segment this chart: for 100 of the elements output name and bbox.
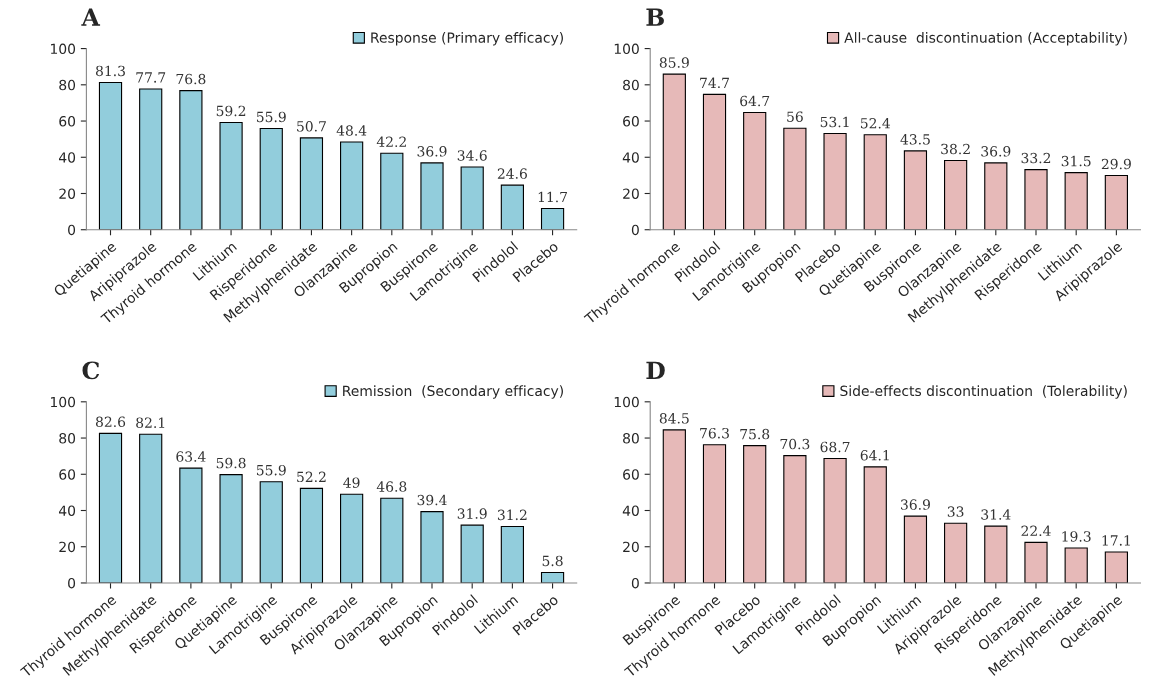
data-label: 63.4 xyxy=(176,451,206,462)
bar xyxy=(299,137,324,230)
chart-title: C xyxy=(82,361,100,380)
bar xyxy=(783,455,807,583)
data-label: 36.9 xyxy=(417,146,447,157)
data-label: 52.2 xyxy=(297,471,326,483)
bar xyxy=(340,493,364,583)
bar xyxy=(702,93,727,230)
bar xyxy=(662,73,686,230)
y-tick-label: 0 xyxy=(631,224,639,236)
chart-title: B xyxy=(646,8,664,26)
data-label: 64.1 xyxy=(860,450,889,461)
bar xyxy=(702,444,727,583)
bar xyxy=(500,525,524,583)
data-label: 11.7 xyxy=(538,191,568,203)
legend-label: All-cause discontinuation (Acceptability) xyxy=(844,32,1127,46)
data-label: 85.9 xyxy=(659,57,689,68)
bar xyxy=(944,522,968,583)
legend-label: Response (Primary efficacy) xyxy=(371,32,563,46)
data-label: 53.1 xyxy=(820,116,849,128)
data-label: 19.3 xyxy=(1062,531,1091,542)
data-label: 33 xyxy=(947,506,964,517)
y-tick-label: 20 xyxy=(59,188,76,199)
bar xyxy=(863,134,887,230)
data-label: 42.2 xyxy=(376,136,406,147)
data-label: 31.5 xyxy=(1061,155,1091,167)
data-label: 24.6 xyxy=(497,168,527,179)
y-tick-label: 80 xyxy=(59,79,76,91)
y-tick-label: 20 xyxy=(59,541,76,553)
y-tick-label: 100 xyxy=(614,396,639,408)
data-label: 49 xyxy=(343,477,360,488)
bar xyxy=(420,511,444,583)
data-label: 59.2 xyxy=(216,105,246,117)
data-label: 17.1 xyxy=(1102,535,1130,546)
bar xyxy=(783,127,807,230)
bar xyxy=(380,152,404,230)
bar xyxy=(259,127,283,230)
legend-label: Side-effects discontinuation (Tolerability) xyxy=(840,385,1127,399)
data-label: 64.7 xyxy=(740,95,770,107)
data-label: 36.9 xyxy=(901,499,930,510)
data-label: 46.8 xyxy=(376,481,407,492)
data-label: 38.2 xyxy=(941,143,970,155)
y-tick-label: 100 xyxy=(614,43,639,55)
y-tick-label: 20 xyxy=(623,188,639,199)
data-label: 36.9 xyxy=(981,146,1011,157)
bar xyxy=(1024,541,1048,583)
y-tick-label: 0 xyxy=(68,224,76,236)
y-tick-label: 60 xyxy=(623,469,639,480)
bar xyxy=(299,487,324,583)
bar xyxy=(863,466,887,583)
bar xyxy=(1064,172,1088,230)
bar xyxy=(420,162,444,230)
data-label: 31.2 xyxy=(497,509,527,521)
data-label: 34.6 xyxy=(457,150,487,161)
y-tick-label: 0 xyxy=(68,577,76,589)
bar xyxy=(1024,169,1048,230)
legend-label: Remission (Secondary efficacy) xyxy=(343,385,563,399)
data-label: 84.5 xyxy=(659,413,689,424)
bar xyxy=(823,132,847,230)
bar xyxy=(380,497,404,583)
bar xyxy=(139,88,163,230)
bar xyxy=(219,121,243,230)
data-label: 76.3 xyxy=(700,427,729,439)
bar xyxy=(662,429,686,583)
bar xyxy=(540,207,565,230)
data-label: 55.9 xyxy=(256,464,286,476)
chart-title: A xyxy=(81,8,101,26)
y-tick-label: 60 xyxy=(59,469,76,480)
y-tick-label: 40 xyxy=(58,152,76,163)
bar xyxy=(1104,551,1128,583)
data-label: 74.7 xyxy=(700,77,729,89)
y-tick-label: 80 xyxy=(623,79,639,91)
bar xyxy=(984,525,1008,583)
bar xyxy=(823,457,847,583)
data-label: 68.7 xyxy=(820,441,850,453)
bar xyxy=(540,571,565,583)
data-label: 43.5 xyxy=(900,134,930,145)
y-tick-label: 60 xyxy=(623,116,639,127)
bar xyxy=(1104,175,1128,230)
data-label: 77.7 xyxy=(136,72,166,83)
data-label: 31.4 xyxy=(981,509,1011,520)
data-label: 22.4 xyxy=(1021,525,1051,537)
y-tick-label: 0 xyxy=(631,577,639,589)
data-label: 82.1 xyxy=(136,417,165,428)
data-label: 59.8 xyxy=(216,457,246,469)
data-label: 55.9 xyxy=(256,111,286,123)
data-label: 82.6 xyxy=(95,416,126,428)
data-label: 39.4 xyxy=(417,494,447,506)
data-label: 56 xyxy=(787,111,803,122)
bar xyxy=(903,150,928,230)
data-label: 70.3 xyxy=(780,438,810,450)
data-label: 48.4 xyxy=(336,125,367,136)
data-label: 31.9 xyxy=(457,508,487,519)
data-label: 75.8 xyxy=(740,428,770,440)
bar xyxy=(139,433,163,583)
data-label: 5.8 xyxy=(542,555,563,567)
y-tick-label: 20 xyxy=(623,541,639,553)
bar xyxy=(179,90,203,230)
bar xyxy=(179,467,203,583)
y-tick-label: 80 xyxy=(623,433,639,444)
